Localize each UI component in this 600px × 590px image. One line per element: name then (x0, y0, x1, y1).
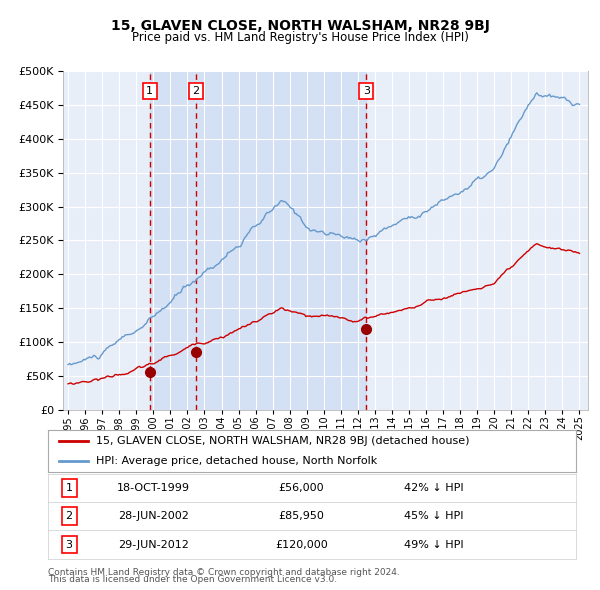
Text: 42% ↓ HPI: 42% ↓ HPI (404, 483, 463, 493)
Text: 3: 3 (65, 540, 73, 549)
Text: This data is licensed under the Open Government Licence v3.0.: This data is licensed under the Open Gov… (48, 575, 337, 584)
Text: Contains HM Land Registry data © Crown copyright and database right 2024.: Contains HM Land Registry data © Crown c… (48, 568, 400, 577)
Text: Price paid vs. HM Land Registry's House Price Index (HPI): Price paid vs. HM Land Registry's House … (131, 31, 469, 44)
Text: £120,000: £120,000 (275, 540, 328, 549)
Text: 1: 1 (65, 483, 73, 493)
Text: 28-JUN-2002: 28-JUN-2002 (118, 512, 189, 521)
Text: 29-JUN-2012: 29-JUN-2012 (118, 540, 189, 549)
Text: 49% ↓ HPI: 49% ↓ HPI (404, 540, 463, 549)
Text: £85,950: £85,950 (278, 512, 325, 521)
Text: HPI: Average price, detached house, North Norfolk: HPI: Average price, detached house, Nort… (95, 455, 377, 466)
Text: 1: 1 (146, 86, 153, 96)
Text: 2: 2 (192, 86, 199, 96)
Text: 3: 3 (363, 86, 370, 96)
Text: 45% ↓ HPI: 45% ↓ HPI (404, 512, 463, 521)
Text: 15, GLAVEN CLOSE, NORTH WALSHAM, NR28 9BJ: 15, GLAVEN CLOSE, NORTH WALSHAM, NR28 9B… (110, 19, 490, 33)
Text: 18-OCT-1999: 18-OCT-1999 (117, 483, 190, 493)
Text: 2: 2 (65, 512, 73, 521)
Bar (150, 71, 366, 410)
Text: 15, GLAVEN CLOSE, NORTH WALSHAM, NR28 9BJ (detached house): 15, GLAVEN CLOSE, NORTH WALSHAM, NR28 9B… (95, 436, 469, 446)
Text: £56,000: £56,000 (278, 483, 324, 493)
